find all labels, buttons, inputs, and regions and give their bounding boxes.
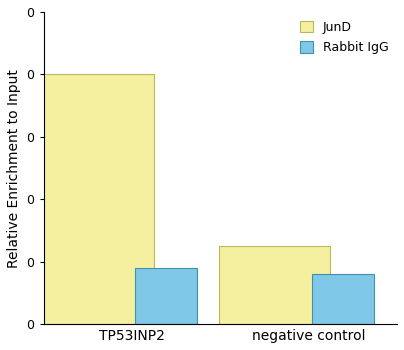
Bar (312, 274, 374, 324)
Legend: JunD, Rabbit IgG: JunD, Rabbit IgG (295, 16, 393, 59)
Bar (219, 246, 330, 324)
Bar (135, 268, 197, 324)
Bar (42, 75, 154, 324)
Y-axis label: Relative Enrichment to Input: Relative Enrichment to Input (7, 69, 21, 267)
